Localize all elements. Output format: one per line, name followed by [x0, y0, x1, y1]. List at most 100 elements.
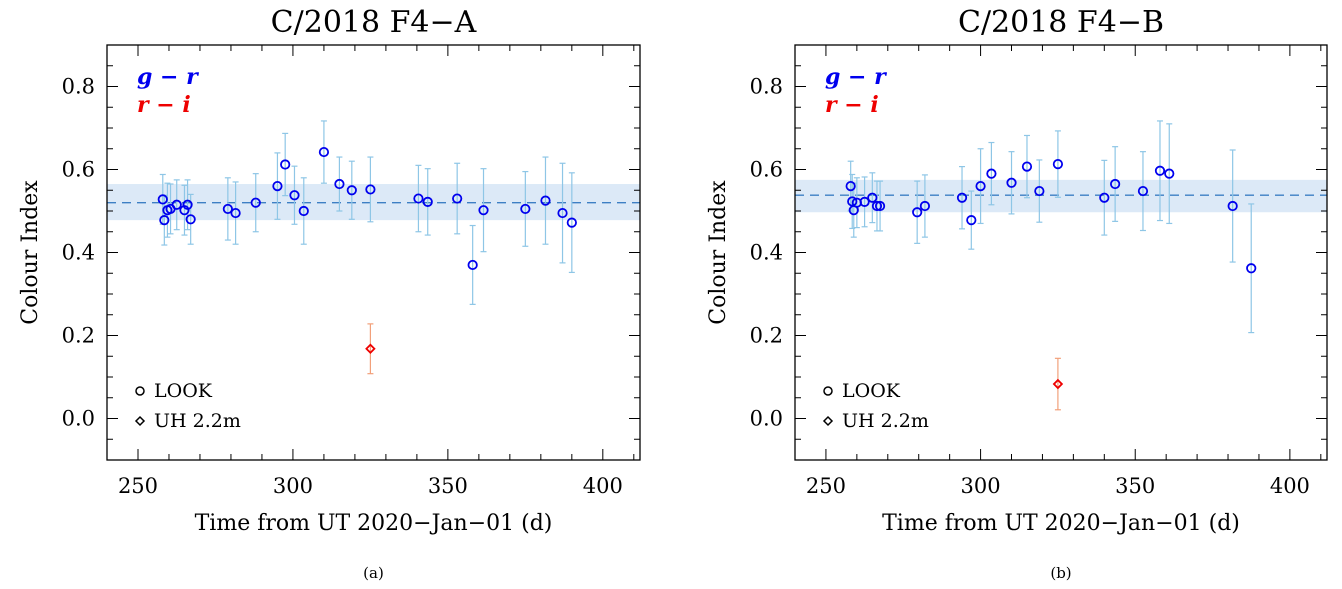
data-point-g-r — [230, 207, 241, 219]
mean-band-layer — [795, 179, 1327, 213]
x-axis-label: Time from UT 2020−Jan−01 (d) — [882, 511, 1240, 536]
mean-uncertainty-band — [107, 184, 640, 221]
data-point-g-r — [467, 259, 478, 271]
x-tick-label: 250 — [806, 474, 846, 498]
data-point-g-r — [1034, 185, 1045, 197]
data-point-g-r — [956, 192, 968, 203]
y-tick-label: 0.8 — [750, 75, 783, 99]
y-tick-label: 0.2 — [750, 324, 783, 348]
data-point-g-r — [986, 168, 997, 179]
data-point-g-r — [874, 200, 886, 212]
y-tick-label: 0.4 — [62, 241, 95, 265]
legend-uh-label: UH 2.2m — [154, 410, 241, 432]
data-point-g-r — [318, 146, 330, 158]
data-point-g-r — [280, 159, 291, 170]
data-point-g-r — [346, 185, 357, 196]
y-tick-label: 0.4 — [750, 241, 783, 265]
chart-panel-a: C/2018 F4−A Colour Index Time from UT 20… — [18, 5, 641, 582]
legend-diamond-marker — [822, 415, 834, 427]
y-tick-label: 0.2 — [62, 324, 95, 348]
data-point-g-r — [540, 195, 551, 206]
data-point-g-r — [1164, 168, 1175, 179]
data-point-g-r — [159, 215, 170, 226]
data-point-g-r — [334, 178, 345, 190]
y-tick-label: 0.6 — [62, 158, 95, 182]
x-tick-label: 300 — [273, 474, 313, 498]
legend-look-label: LOOK — [842, 380, 901, 402]
data-point-g-r — [179, 205, 190, 216]
data-point-g-r — [298, 205, 309, 217]
data-point-g-r — [452, 193, 463, 204]
legend-look-label: LOOK — [154, 380, 213, 402]
data-point-g-r — [157, 194, 168, 205]
mean-uncertainty-band — [795, 179, 1327, 213]
data-point-g-r — [1099, 192, 1110, 203]
y-axis-label: Colour Index — [706, 180, 731, 325]
legend-diamond-marker — [134, 415, 146, 427]
data-point-g-r — [478, 205, 489, 216]
data-point-g-r — [413, 193, 424, 204]
y-tick-label: 0.6 — [750, 158, 783, 182]
data-point-g-r — [1021, 161, 1033, 172]
data-point-g-r — [566, 217, 577, 228]
data-point-g-r — [222, 203, 233, 215]
x-tick-label: 350 — [1115, 474, 1155, 498]
legend-uh-label: UH 2.2m — [842, 410, 929, 432]
data-point-g-r — [1110, 178, 1121, 190]
x-tick-labels: 250 300 350 400 — [118, 474, 623, 498]
x-tick-label: 250 — [118, 474, 158, 498]
y-tick-label: 0.8 — [62, 75, 95, 99]
panel-caption: (a) — [363, 564, 384, 582]
data-point-g-r — [289, 190, 300, 201]
data-point-g-r — [1154, 165, 1166, 176]
data-point-g-r — [871, 200, 883, 212]
panel-caption: (b) — [1050, 564, 1071, 582]
data-point-g-r — [365, 184, 376, 195]
y-tick-labels: 0.0 0.2 0.4 0.6 0.8 — [750, 75, 783, 431]
marker-layer — [845, 159, 1257, 390]
data-point-g-r — [919, 200, 931, 212]
data-point-g-r — [1006, 177, 1017, 188]
axis-layer — [106, 44, 641, 461]
data-point-g-r — [557, 207, 568, 219]
chart-title: C/2018 F4−A — [271, 5, 477, 40]
y-axis-label: Colour Index — [18, 180, 43, 325]
data-point-g-r — [171, 199, 182, 210]
x-axis-label: Time from UT 2020−Jan−01 (d) — [195, 511, 553, 536]
x-tick-label: 350 — [428, 474, 468, 498]
data-point-g-r — [250, 197, 261, 208]
data-point-r-i — [365, 343, 376, 355]
data-point-g-r — [1052, 159, 1064, 170]
y-tick-labels: 0.0 0.2 0.4 0.6 0.8 — [62, 75, 95, 431]
x-tick-label: 400 — [583, 474, 623, 498]
legend-r-i-label: r − i — [825, 92, 879, 118]
data-point-g-r — [272, 181, 283, 192]
marker-layer — [157, 146, 577, 355]
y-tick-label: 0.0 — [62, 407, 95, 431]
chart-panel-b: C/2018 F4−B Colour Index Time from UT 20… — [706, 5, 1328, 582]
data-point-g-r — [185, 214, 196, 225]
x-tick-labels: 250 300 350 400 — [806, 474, 1310, 498]
data-point-g-r — [975, 181, 986, 192]
data-point-g-r — [182, 199, 193, 210]
data-point-g-r — [520, 203, 531, 215]
data-point-g-r — [966, 215, 977, 226]
data-point-g-r — [845, 181, 856, 192]
axis-layer — [794, 44, 1328, 461]
legend-g-r-label: g − r — [137, 64, 199, 90]
y-tick-label: 0.0 — [750, 407, 783, 431]
legend-g-r-label: g − r — [825, 64, 887, 90]
data-point-g-r — [422, 196, 433, 207]
errorbar-layer — [159, 120, 575, 375]
errorbar-layer — [847, 120, 1255, 411]
data-point-r-i — [1052, 378, 1064, 390]
data-point-g-r — [859, 196, 870, 207]
mean-band-layer — [107, 184, 640, 221]
x-tick-label: 400 — [1270, 474, 1310, 498]
data-point-g-r — [867, 192, 878, 203]
legend-circle-marker — [135, 386, 145, 396]
legend-r-i-label: r − i — [137, 92, 191, 118]
x-tick-label: 300 — [961, 474, 1001, 498]
data-point-g-r — [1227, 200, 1238, 212]
